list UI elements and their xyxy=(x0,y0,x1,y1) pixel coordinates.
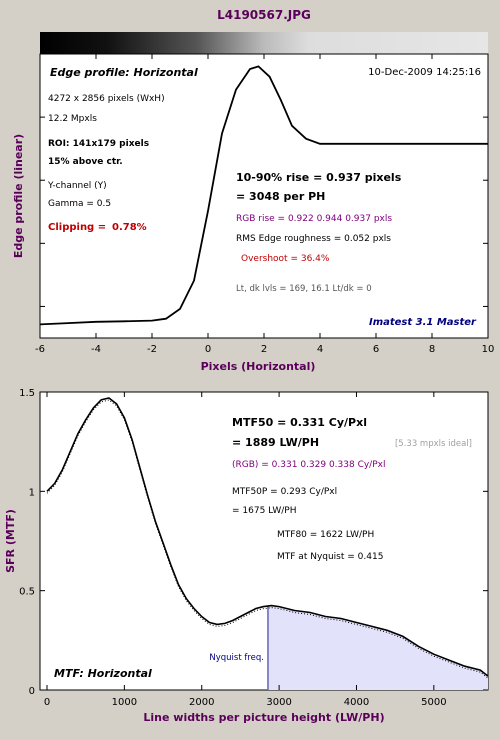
edge-x-tick-label: -4 xyxy=(91,344,101,355)
mtf-y-tick-labels: 0 0.5 1 1.5 xyxy=(19,388,35,697)
info-levels: Lt, dk lvls = 169, 16.1 Lt/dk = 0 xyxy=(236,284,372,294)
info-above-ctr: 15% above ctr. xyxy=(48,157,123,167)
info-rise: 10-90% rise = 0.937 pixels xyxy=(236,171,402,184)
mtf-y-tick-label: 0.5 xyxy=(19,587,35,598)
info-roughness: RMS Edge roughness = 0.052 pxls xyxy=(236,234,391,244)
window-title: L4190567.JPG xyxy=(217,8,311,22)
edge-x-tick-label: 0 xyxy=(205,344,211,355)
info-clipping-value: 0.78% xyxy=(112,222,147,233)
edge-panel-title: Edge profile: Horizontal xyxy=(50,66,198,79)
mtf50p-lwph-text: = 1675 LW/PH xyxy=(232,506,296,516)
edge-x-tick-label: 8 xyxy=(429,344,435,355)
info-mpxls: 12.2 Mpxls xyxy=(48,114,97,124)
mtf-y-label: SFR (MTF) xyxy=(4,509,17,573)
info-clipping-label: Clipping = xyxy=(48,222,106,233)
mtf-x-tick-labels: 0 1000 2000 3000 4000 5000 xyxy=(44,697,447,708)
mtf-x-tick-label: 1000 xyxy=(112,697,137,708)
info-overshoot: Overshoot = 36.4% xyxy=(241,254,330,264)
imatest-footer: Imatest 3.1 Master xyxy=(369,317,477,328)
mtf50-text: MTF50 = 0.331 Cy/Pxl xyxy=(232,416,367,429)
mtf-y-tick-label: 1.5 xyxy=(19,388,35,399)
mtf-plot-area xyxy=(39,391,489,691)
mtf-y-tick-label: 0 xyxy=(29,686,35,697)
grayscale-strip xyxy=(40,32,488,54)
mtf-y-tick-label: 1 xyxy=(29,487,35,498)
rgb-mtf-text: (RGB) = 0.331 0.329 0.338 Cy/Pxl xyxy=(232,460,385,470)
mtf-curve xyxy=(46,397,489,677)
edge-x-label: Pixels (Horizontal) xyxy=(201,360,316,373)
nyquist-mtf-text: MTF at Nyquist = 0.415 xyxy=(277,552,383,562)
edge-x-tick-label: 10 xyxy=(482,344,495,355)
edge-panel: Edge profile: Horizontal 10-Dec-2009 14:… xyxy=(12,53,494,373)
mtf-x-tick-label: 3000 xyxy=(266,697,291,708)
mtf50p-text: MTF50P = 0.293 Cy/Pxl xyxy=(232,487,337,497)
mtf-x-tick-label: 5000 xyxy=(421,697,446,708)
mtf-x-tick-label: 2000 xyxy=(189,697,214,708)
info-rgb-rise: RGB rise = 0.922 0.944 0.937 pxls xyxy=(236,214,392,224)
edge-x-tick-label: 6 xyxy=(373,344,379,355)
edge-plot-area xyxy=(39,53,489,339)
mtf-x-tick-label: 0 xyxy=(44,697,50,708)
info-channel: Y-channel (Y) xyxy=(47,181,107,191)
mtf-panel: MTF50 = 0.331 Cy/Pxl = 1889 LW/PH [5.33 … xyxy=(4,388,489,724)
info-roi: ROI: 141x179 pixels xyxy=(48,139,149,149)
edge-y-label: Edge profile (linear) xyxy=(12,134,25,258)
mtf-beyond-nyquist-fill xyxy=(268,605,488,690)
nyquist-label: Nyquist freq. xyxy=(209,653,264,663)
info-pixels: 4272 x 2856 pixels (WxH) xyxy=(48,94,165,104)
info-gamma: Gamma = 0.5 xyxy=(48,199,111,209)
mtf-panel-title: MTF: Horizontal xyxy=(54,667,152,680)
edge-x-tick-label: 2 xyxy=(261,344,267,355)
edge-x-tick-label: -6 xyxy=(35,344,45,355)
edge-x-tick-label: -2 xyxy=(147,344,157,355)
edge-ticks xyxy=(39,54,489,338)
edge-x-tick-label: 4 xyxy=(317,344,323,355)
ideal-text: [5.33 mpxls ideal] xyxy=(395,439,472,449)
mtf50-lwph-text: = 1889 LW/PH xyxy=(232,436,319,449)
mtf-ticks xyxy=(40,391,488,691)
mtf-x-tick-label: 4000 xyxy=(344,697,369,708)
edge-timestamp: 10-Dec-2009 14:25:16 xyxy=(368,67,481,78)
info-per-ph: = 3048 per PH xyxy=(236,190,325,203)
edge-profile-curve xyxy=(39,65,488,326)
edge-x-tick-labels: -6 -4 -2 0 2 4 6 8 10 xyxy=(35,344,494,355)
mtf-x-label: Line widths per picture height (LW/PH) xyxy=(143,711,384,724)
mtf80-text: MTF80 = 1622 LW/PH xyxy=(277,530,374,540)
